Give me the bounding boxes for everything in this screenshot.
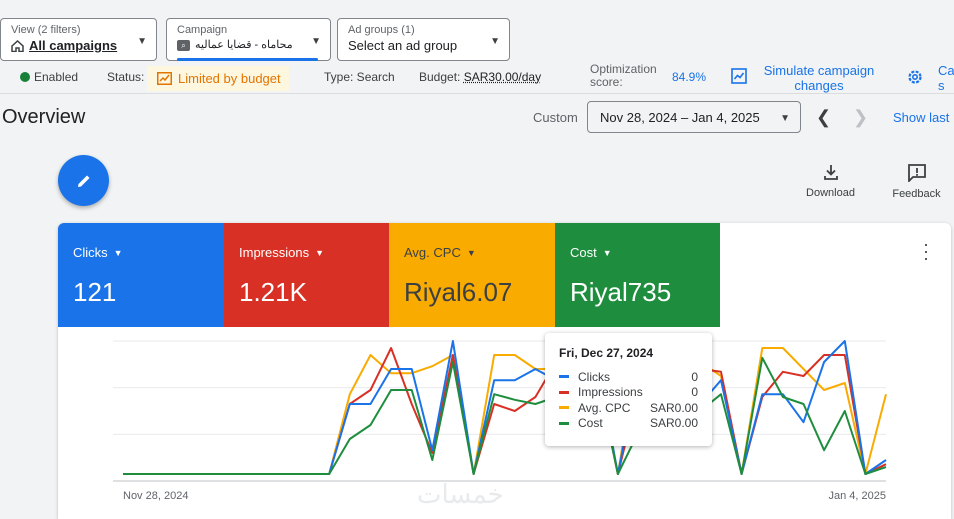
tooltip-series-value: SAR0.00 [649, 400, 698, 415]
campaign-settings-link[interactable]: Ca s [938, 63, 954, 93]
chevron-down-icon: ▼ [137, 36, 147, 47]
series-swatch [559, 375, 569, 379]
adgroup-filter-label: Ad groups (1) [348, 24, 415, 36]
metric-tile-cost[interactable]: Cost ▼ Riyal735 [555, 223, 720, 327]
optimization-score-value[interactable]: 84.9% [672, 70, 707, 84]
series-line-impressions[interactable] [123, 347, 887, 475]
x-axis-end-label: Jan 4, 2025 [829, 490, 887, 502]
status-label: Status: [107, 70, 145, 84]
download-icon [823, 165, 838, 180]
dropdown-arrow-icon[interactable]: ▼ [602, 247, 612, 258]
metric-tile-impressions[interactable]: Impressions ▼ 1.21K [224, 223, 389, 327]
campaign-status-row: Enabled Status: Limited by budget Type: … [0, 62, 954, 94]
tooltip-series-name: Clicks [578, 369, 610, 384]
limited-by-budget-label: Limited by budget [178, 71, 281, 86]
download-button[interactable]: Download [803, 163, 858, 199]
metric-value: Riyal6.07 [404, 277, 513, 307]
metric-label: Impressions [239, 245, 310, 260]
adgroup-filter[interactable]: Ad groups (1) Select an ad group ▼ [337, 18, 510, 61]
tooltip-date: Fri, Dec 27, 2024 [559, 346, 654, 360]
series-swatch [559, 421, 569, 425]
tooltip-series-value: 0 [691, 369, 698, 384]
view-filter[interactable]: View (2 filters) All campaigns ▼ [0, 18, 157, 61]
limited-by-budget-badge[interactable]: Limited by budget [147, 66, 289, 91]
show-last-link[interactable]: Show last [893, 110, 950, 125]
tooltip-series-value: 0 [691, 385, 698, 400]
series-line-avg-cpc[interactable] [123, 347, 887, 475]
campaign-filter[interactable]: Campaign ⌕ محاماه - قضايا عماليه ▼ [166, 18, 331, 61]
chevron-down-icon: ▼ [490, 36, 500, 47]
simulate-chart-icon[interactable] [731, 68, 747, 84]
series-line-cost[interactable] [123, 356, 887, 475]
metric-label: Cost [570, 245, 597, 260]
chevron-down-icon: ▼ [780, 113, 790, 124]
tooltip-row-cost: Cost SAR0.00 [559, 416, 698, 432]
tooltip-series-name: Impressions [578, 385, 643, 400]
dropdown-arrow-icon[interactable]: ▼ [113, 247, 123, 258]
trend-chart-icon [157, 72, 172, 85]
download-label: Download [806, 187, 855, 199]
enabled-status-icon [20, 72, 30, 82]
metric-value: 121 [73, 277, 117, 307]
metric-value: 1.21K [239, 277, 307, 307]
watermark-logo: خمسات [417, 480, 504, 510]
dropdown-arrow-icon[interactable]: ▼ [466, 247, 476, 258]
feedback-label: Feedback [892, 188, 941, 200]
feedback-icon [907, 164, 926, 182]
page-title: Overview [2, 106, 86, 128]
tooltip-row-impressions: Impressions 0 [559, 385, 698, 401]
tooltip-row-clicks: Clicks 0 [559, 369, 698, 385]
gear-icon[interactable] [906, 68, 924, 86]
optimization-score-label: Optimization score: [590, 62, 657, 89]
x-axis-start-label: Nov 28, 2024 [123, 490, 188, 502]
tooltip-row-avg-cpc: Avg. CPC SAR0.00 [559, 400, 698, 416]
chevron-down-icon: ▼ [311, 36, 321, 47]
budget-info: Budget: SAR30.00/day [419, 70, 541, 84]
home-icon [11, 39, 24, 52]
date-range-value: Nov 28, 2024 – Jan 4, 2025 [600, 110, 760, 125]
selected-indicator [177, 58, 318, 61]
series-swatch [559, 390, 569, 394]
feedback-button[interactable]: Feedback [889, 163, 944, 200]
chart-tooltip: Fri, Dec 27, 2024 Clicks 0 Impressions 0 A… [545, 333, 712, 446]
metric-value: Riyal735 [570, 277, 672, 307]
campaign-filter-value: محاماه - قضايا عماليه [195, 39, 293, 51]
budget-value[interactable]: SAR30.00/day [463, 70, 542, 84]
metric-tile-clicks[interactable]: Clicks ▼ 121 [58, 223, 224, 327]
campaign-type: Type: Search [324, 70, 395, 84]
date-range-type: Custom [533, 110, 578, 125]
tooltip-series-name: Avg. CPC [578, 400, 631, 415]
edit-fab-button[interactable] [58, 155, 109, 206]
simulate-campaign-changes-link[interactable]: Simulate campaign changes [763, 63, 875, 93]
series-swatch [559, 406, 569, 410]
view-filter-label: View (2 filters) [11, 24, 81, 36]
dropdown-arrow-icon[interactable]: ▼ [315, 247, 324, 258]
adgroup-filter-value: Select an ad group [348, 38, 458, 53]
more-options-icon[interactable]: · · · [923, 234, 929, 268]
metric-label: Avg. CPC [404, 245, 461, 260]
metric-label: Clicks [73, 245, 108, 260]
date-range-picker[interactable]: Nov 28, 2024 – Jan 4, 2025 ▼ [587, 101, 801, 133]
tooltip-series-name: Cost [578, 416, 603, 431]
previous-period-icon[interactable]: ❮ [816, 107, 832, 127]
divider [0, 93, 954, 94]
pencil-icon [77, 175, 89, 187]
performance-card: Clicks ▼ 121 Impressions ▼ 1.21K Avg. CPC ▼… [58, 223, 951, 519]
tooltip-series-value: SAR0.00 [649, 416, 698, 431]
campaign-filter-label: Campaign [177, 24, 228, 36]
budget-label: Budget: [419, 70, 461, 84]
view-filter-value: All campaigns [29, 38, 118, 53]
enabled-status-label[interactable]: Enabled [34, 70, 79, 84]
metric-tile-avg-cpc[interactable]: Avg. CPC ▼ Riyal6.07 [389, 223, 555, 327]
next-period-icon[interactable]: ❯ [853, 107, 869, 127]
search-campaign-icon: ⌕ [177, 40, 190, 51]
performance-line-chart[interactable]: Nov 28, 2024 Jan 4, 2025 [58, 327, 951, 519]
